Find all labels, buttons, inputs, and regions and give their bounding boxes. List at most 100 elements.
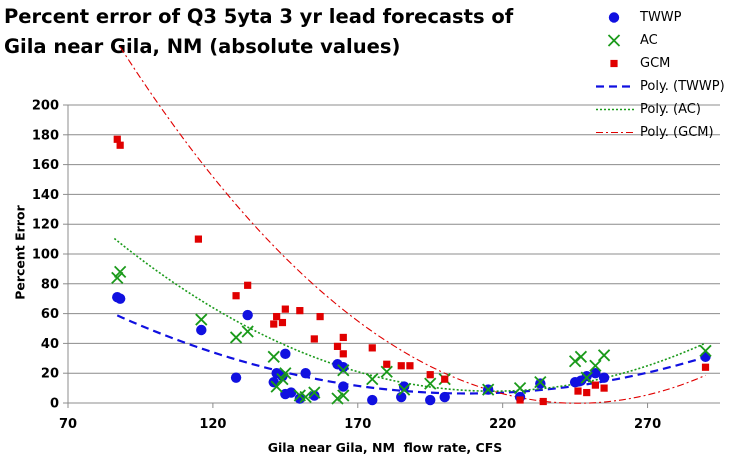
y-tick-label: 140	[32, 188, 59, 203]
y-tick-label: 200	[32, 99, 59, 114]
chart-title: Percent error of Q3 5yta 3 yr lead forec…	[4, 5, 514, 58]
point-ac	[308, 386, 321, 399]
legend-item-poly-twwp: Poly. (TWWP)	[590, 75, 740, 98]
x-tick-label: 270	[634, 417, 661, 432]
point-ac-stroke	[580, 371, 593, 384]
point-ac	[574, 350, 588, 363]
legend-item-gcm: GCM	[590, 52, 740, 75]
point-gcm	[194, 235, 202, 243]
point-twwp	[439, 391, 450, 403]
legend-item-twwp-label: TWWP	[640, 10, 682, 25]
x-axis-label: Gila near Gila, NM flow rate, CFS	[267, 440, 503, 455]
trendline-poly-ac	[113, 237, 706, 392]
point-ac-stroke	[380, 365, 393, 378]
point-twwp	[598, 372, 610, 383]
legend-item-poly-twwp-label: Poly. (TWWP)	[640, 79, 725, 94]
legend: TWWP AC GCM Poly. (TWWP) Poly. (AC) Poly. (GC…	[590, 6, 740, 144]
point-twwp	[114, 293, 126, 304]
point-ac	[267, 350, 280, 363]
y-tick-label: 60	[41, 307, 59, 322]
point-ac	[568, 355, 582, 368]
y-tick-label: 100	[32, 248, 59, 263]
point-gcm	[278, 318, 287, 327]
x-tick-label: 220	[489, 417, 516, 432]
point-ac	[513, 381, 527, 395]
legend-item-ac-label: AC	[640, 33, 658, 48]
point-gcm	[281, 305, 289, 313]
point-ac-stroke	[513, 381, 527, 395]
legend-item-poly-gcm-symbol	[596, 131, 634, 134]
legend-item-poly-ac-symbol	[596, 108, 634, 111]
point-ac-stroke	[229, 331, 243, 344]
y-tick-label: 20	[41, 367, 59, 382]
point-ac	[366, 373, 379, 386]
y-tick-label: 120	[32, 218, 59, 233]
legend-item-poly-ac-label: Poly. (AC)	[640, 102, 701, 117]
point-ac-stroke	[699, 344, 712, 357]
point-ac	[241, 325, 254, 338]
point-ac	[331, 392, 344, 405]
point-ac	[398, 383, 411, 396]
point-gcm	[339, 333, 347, 342]
point-ac	[337, 389, 350, 402]
point-ac-stroke	[111, 271, 124, 284]
point-gcm	[701, 363, 710, 371]
point-ac-stroke	[366, 373, 379, 386]
point-gcm	[397, 362, 405, 370]
y-tick-label: 180	[32, 128, 59, 143]
y-tick-label: 40	[41, 337, 59, 352]
point-ac-stroke	[589, 359, 602, 372]
point-ac-stroke	[293, 389, 306, 402]
point-ac	[580, 371, 593, 384]
point-twwp	[285, 387, 297, 398]
legend-marker-ac	[607, 34, 621, 47]
y-tick-label: 80	[41, 277, 59, 292]
point-ac	[299, 390, 312, 404]
point-twwp	[581, 370, 592, 382]
point-ac-stroke	[398, 383, 411, 396]
legend-item-ac: AC	[590, 29, 740, 52]
point-twwp	[367, 394, 378, 406]
point-twwp	[398, 381, 410, 392]
point-ac	[229, 331, 243, 344]
point-twwp	[338, 381, 349, 392]
point-twwp	[309, 390, 320, 401]
point-ac	[699, 344, 712, 357]
point-gcm	[339, 350, 347, 358]
gridlines	[68, 104, 720, 374]
legend-item-gcm-symbol	[610, 59, 618, 68]
point-ac	[534, 376, 547, 389]
point-gcm	[539, 397, 547, 406]
point-ac-stroke	[276, 373, 289, 386]
trendline-poly-twwp	[116, 314, 706, 395]
point-gcm	[296, 307, 304, 315]
point-twwp	[700, 351, 711, 363]
point-gcm	[244, 281, 252, 289]
point-ac	[114, 265, 127, 279]
legend-item-gcm-label: GCM	[640, 56, 671, 71]
point-gcm	[600, 384, 608, 392]
point-ac	[337, 364, 350, 377]
x-tick-label: 120	[199, 417, 226, 432]
point-twwp	[425, 394, 436, 406]
point-gcm	[333, 342, 342, 350]
point-ac	[195, 313, 208, 326]
point-ac	[597, 349, 611, 362]
trendline-poly-gcm	[119, 46, 706, 404]
point-ac	[279, 367, 292, 380]
legend-marker-gcm	[610, 59, 618, 68]
point-ac-stroke	[337, 364, 350, 377]
point-ac-stroke	[279, 367, 292, 380]
axes: 0 20 40 60 80 100 120 140 160 180 200 70 120 170 220 27…	[32, 99, 720, 432]
point-ac-stroke	[267, 350, 280, 363]
point-ac	[482, 383, 495, 396]
point-ac-stroke	[424, 377, 437, 390]
point-ac	[380, 365, 393, 378]
point-twwp	[230, 372, 242, 383]
x-tick-label: 70	[59, 417, 77, 432]
legend-item-poly-twwp-symbol	[596, 85, 634, 88]
legend-item-poly-gcm-label: Poly. (GCM)	[640, 125, 714, 140]
point-gcm	[383, 360, 391, 368]
